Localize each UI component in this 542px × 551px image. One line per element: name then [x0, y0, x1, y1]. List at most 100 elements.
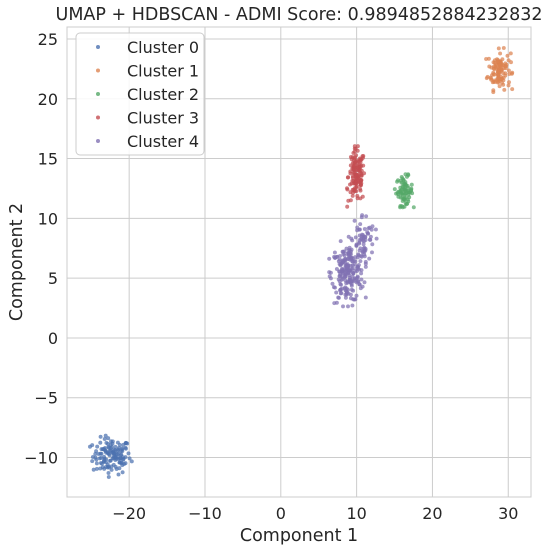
- data-point: [369, 250, 375, 255]
- y-tick-label: 25: [38, 30, 58, 49]
- data-point: [106, 474, 111, 480]
- data-point: [350, 166, 355, 171]
- data-point: [395, 179, 400, 184]
- data-point: [400, 184, 405, 189]
- data-point: [346, 253, 351, 258]
- data-point: [345, 187, 350, 192]
- data-point: [506, 68, 511, 73]
- data-point: [358, 222, 363, 227]
- data-point: [354, 293, 359, 298]
- data-point: [334, 300, 339, 305]
- data-point: [411, 205, 416, 210]
- legend-marker: [96, 92, 100, 96]
- data-point: [337, 288, 343, 293]
- data-point: [332, 250, 337, 255]
- data-point: [113, 444, 118, 449]
- data-point: [370, 242, 375, 247]
- legend-marker: [96, 115, 100, 120]
- data-point: [353, 235, 358, 240]
- data-point: [351, 297, 356, 302]
- data-point: [498, 74, 503, 79]
- data-point: [398, 203, 403, 209]
- data-point: [496, 46, 501, 51]
- data-point: [355, 255, 360, 260]
- legend-marker: [96, 139, 100, 143]
- data-point: [349, 257, 354, 262]
- data-point: [107, 465, 112, 470]
- data-point: [119, 452, 124, 457]
- data-point: [98, 460, 103, 466]
- data-point: [345, 175, 350, 180]
- data-point: [358, 164, 363, 169]
- data-point: [402, 192, 407, 197]
- data-point: [501, 82, 506, 87]
- data-point: [367, 237, 372, 242]
- legend-label: Cluster 0: [127, 38, 199, 57]
- data-point: [485, 74, 490, 79]
- data-point: [510, 87, 515, 92]
- data-point: [355, 144, 360, 149]
- data-point: [360, 232, 365, 237]
- data-point: [406, 192, 411, 197]
- data-point: [506, 58, 511, 63]
- data-point: [498, 51, 503, 56]
- data-point: [345, 304, 351, 309]
- data-point: [410, 191, 415, 196]
- data-point: [104, 440, 109, 445]
- data-point: [327, 256, 332, 261]
- x-tick-label: −10: [188, 504, 222, 523]
- y-axis-ticks: −10 −5 0 5 10 15 20 25: [24, 30, 58, 468]
- data-point: [93, 455, 98, 460]
- data-point: [351, 187, 356, 192]
- data-point: [94, 466, 99, 471]
- data-point: [357, 227, 362, 232]
- data-point: [354, 172, 359, 177]
- data-point: [345, 204, 350, 209]
- data-point: [362, 280, 367, 285]
- data-points: [87, 45, 515, 480]
- data-point: [486, 56, 491, 61]
- data-point: [342, 253, 347, 258]
- data-point: [349, 287, 354, 292]
- data-point: [98, 455, 104, 460]
- data-point: [343, 292, 348, 297]
- x-axis-ticks: −20 −10 0 10 20 30: [112, 504, 518, 523]
- legend-label: Cluster 2: [127, 85, 199, 104]
- data-point: [330, 281, 335, 286]
- data-point: [117, 445, 122, 450]
- data-point: [346, 271, 351, 276]
- data-point: [409, 182, 414, 187]
- legend-label: Cluster 3: [127, 109, 199, 128]
- data-point: [351, 150, 356, 156]
- legend-label: Cluster 1: [127, 62, 199, 81]
- data-point: [108, 446, 113, 451]
- data-point: [370, 224, 375, 229]
- x-tick-label: 30: [498, 504, 518, 523]
- data-point: [503, 61, 508, 66]
- data-point: [359, 168, 364, 173]
- legend-label: Cluster 4: [127, 132, 199, 151]
- data-point: [363, 259, 368, 264]
- legend-marker: [96, 68, 100, 73]
- y-tick-label: 5: [48, 269, 58, 288]
- data-point: [113, 455, 118, 460]
- data-point: [360, 250, 365, 255]
- data-point: [354, 276, 359, 281]
- data-point: [120, 470, 125, 475]
- data-point: [334, 290, 339, 295]
- grid-lines: [67, 27, 531, 497]
- x-tick-label: −20: [112, 504, 146, 523]
- data-point: [347, 245, 352, 250]
- chart-title: UMAP + HDBSCAN - ADMI Score: 0.989485288…: [56, 5, 542, 25]
- data-point: [129, 459, 134, 464]
- data-point: [123, 445, 128, 450]
- data-point: [352, 218, 357, 223]
- data-point: [96, 451, 101, 457]
- data-point: [357, 156, 362, 161]
- data-point: [493, 79, 498, 85]
- data-point: [95, 444, 100, 449]
- data-point: [334, 266, 339, 272]
- data-point: [363, 295, 368, 300]
- data-point: [116, 472, 121, 477]
